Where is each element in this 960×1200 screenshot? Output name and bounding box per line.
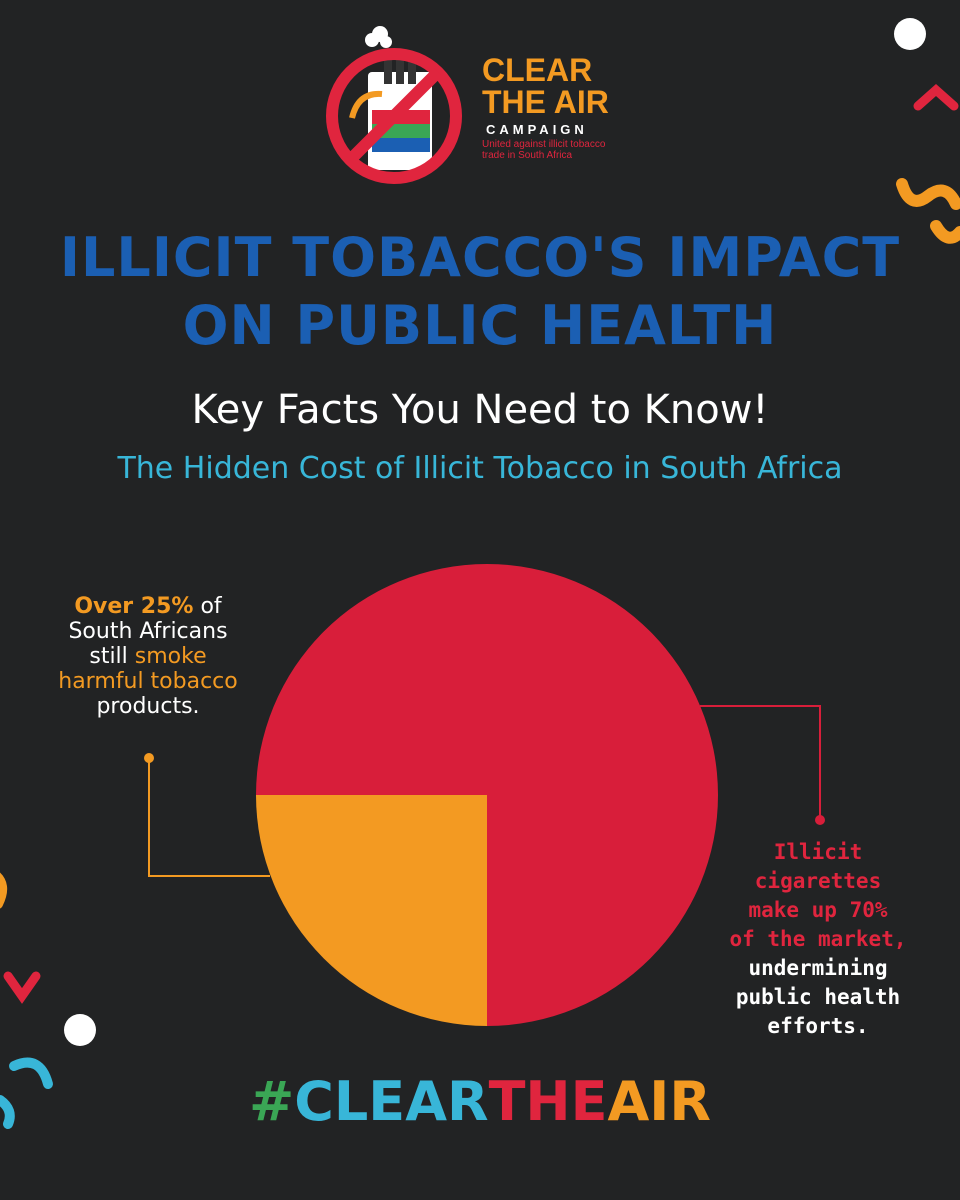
logo-line-campaign: CAMPAIGN — [486, 122, 588, 137]
stat-over-25: Over 25% — [74, 594, 194, 619]
note-white-line: efforts. — [767, 1014, 869, 1038]
hashtag: #CLEARTHEAIR — [0, 1070, 960, 1134]
annotation-left: Over 25% of South Africans still smoke h… — [40, 594, 256, 719]
note-white-line: public health — [735, 985, 901, 1009]
confetti-chevron — [913, 83, 959, 111]
logo-line-the-air: THE AIR — [482, 84, 609, 120]
tagline: The Hidden Cost of Illicit Tobacco in So… — [117, 451, 843, 486]
confetti-arc — [0, 872, 8, 909]
note-red-line: cigarettes — [754, 869, 882, 893]
logo-tagline-2: trade in South Africa — [482, 150, 573, 161]
pie-slice-rest — [256, 564, 718, 1026]
note-red-line: Illicit — [773, 840, 863, 864]
hashtag-air: AIR — [607, 1070, 711, 1133]
confetti-squiggle — [896, 178, 960, 210]
note-text: products. — [96, 694, 200, 719]
logo-line-clear: CLEAR — [482, 52, 593, 88]
leader-line-left — [148, 760, 270, 877]
headline-line-1: ILLICIT TOBACCO'S IMPACT — [59, 226, 901, 289]
note-text: of — [193, 594, 222, 619]
confetti-arc — [9, 1057, 53, 1089]
confetti-arc — [0, 1095, 15, 1129]
note-highlight: harmful tobacco — [58, 669, 238, 694]
confetti-chevron — [3, 971, 41, 1004]
note-red-line: of the market, — [729, 927, 907, 951]
no-smoking-logo-icon — [326, 26, 462, 184]
hashtag-clear: CLEAR — [294, 1070, 489, 1133]
note-red-line: make up 70% — [748, 898, 888, 922]
note-text: still — [89, 644, 135, 669]
subtitle: Key Facts You Need to Know! — [191, 387, 769, 433]
confetti-dot — [64, 1014, 96, 1046]
leader-dot-right — [815, 815, 825, 825]
pie-slice-smokers — [256, 795, 487, 1026]
note-text: South Africans — [68, 619, 228, 644]
note-white-line: undermining — [748, 956, 888, 980]
headline-line-2: ON PUBLIC HEALTH — [182, 294, 778, 357]
logo-tagline-1: United against illicit tobacco — [482, 139, 606, 150]
note-highlight: smoke — [134, 644, 207, 669]
annotation-right: Illicit cigarettes make up 70% of the ma… — [700, 838, 936, 1041]
leader-line-right — [700, 705, 821, 818]
confetti-squiggle — [930, 220, 960, 244]
campaign-logo: CLEAR THE AIR CAMPAIGN United against il… — [326, 14, 666, 190]
hashtag-the: THE — [488, 1070, 608, 1133]
confetti-dot — [894, 18, 926, 50]
hashtag-symbol: # — [249, 1070, 295, 1133]
leader-dot-left — [144, 753, 154, 763]
